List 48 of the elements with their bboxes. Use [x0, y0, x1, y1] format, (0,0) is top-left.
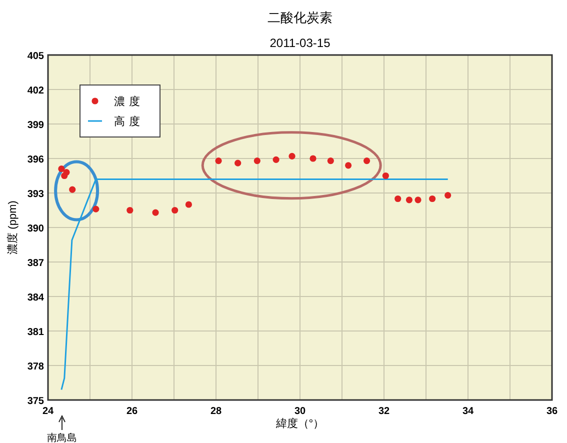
point [254, 158, 260, 164]
y-axis-title: 濃度 (ppm) [6, 200, 19, 254]
point [345, 162, 352, 169]
point [382, 172, 389, 180]
point [310, 155, 316, 162]
y-tick-label: 378 [27, 362, 44, 372]
point [92, 206, 100, 212]
point [429, 195, 436, 202]
point [172, 206, 178, 214]
y-tick-label: 375 [27, 396, 44, 407]
point [414, 196, 422, 204]
point [234, 160, 242, 166]
x-tick-label: 26 [126, 406, 138, 417]
point [69, 186, 76, 193]
point [327, 158, 334, 164]
point [363, 158, 370, 164]
point [394, 195, 402, 202]
point [126, 206, 134, 214]
legend-label: 高度 [114, 115, 144, 128]
x-tick-label: 36 [546, 406, 558, 417]
x-tick-label: 30 [294, 406, 306, 417]
y-tick-label: 390 [27, 224, 44, 234]
y-tick-label: 405 [27, 51, 44, 62]
point [406, 196, 412, 204]
x-axis-title: 緯度（°） [274, 417, 324, 430]
point [152, 209, 159, 216]
y-tick-label: 384 [27, 292, 44, 304]
point [272, 156, 280, 163]
y-tick-label: 387 [27, 258, 44, 269]
point [444, 192, 452, 199]
x-tick-label: 32 [378, 406, 390, 417]
point [288, 152, 296, 160]
point [185, 201, 192, 208]
legend-label: 濃度 [114, 95, 144, 108]
point [58, 166, 65, 172]
y-tick-label: 396 [27, 154, 44, 166]
point [215, 158, 222, 164]
y-tick-label: 381 [27, 327, 44, 338]
x-tick-label: 28 [210, 406, 222, 417]
chart-title: 二酸化炭素 [268, 10, 332, 25]
y-tick-label: 393 [27, 189, 44, 200]
x-tick-label: 24 [42, 406, 54, 417]
y-tick-label: 399 [27, 120, 44, 131]
y-tick-label: 402 [27, 86, 44, 96]
text: 南鳥島 [47, 432, 77, 443]
chart-subtitle: 2011-03-15 [270, 36, 331, 50]
point [61, 172, 68, 180]
x-tick-label: 34 [462, 406, 474, 417]
